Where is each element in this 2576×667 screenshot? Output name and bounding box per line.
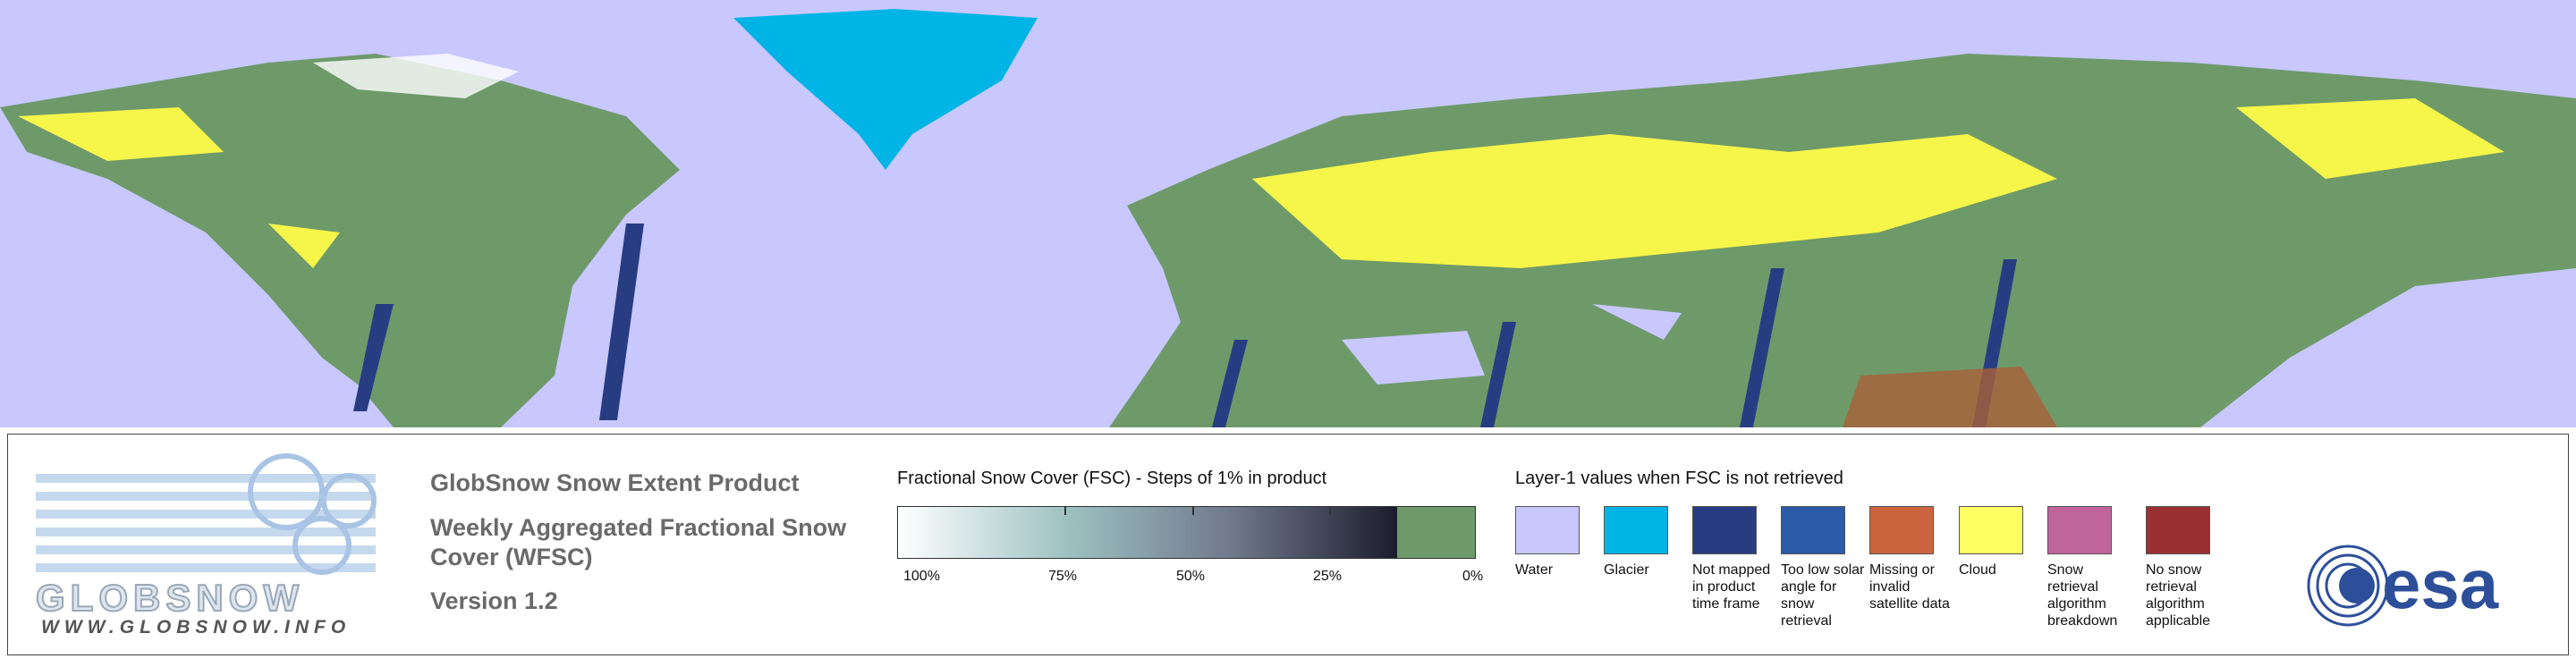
swatch — [1869, 506, 1934, 554]
arctic-snow — [313, 54, 519, 98]
esa-logo: esa — [2307, 545, 2499, 627]
snow-map — [0, 0, 2576, 427]
logo-url: WWW.GLOBSNOW.INFO — [41, 617, 352, 637]
product-subtitle: Weekly Aggregated Fractional Snow Cover … — [430, 514, 847, 570]
product-title: GlobSnow Snow Extent Product — [430, 469, 800, 496]
swatch — [1959, 506, 2023, 554]
legend-panel — [7, 434, 2569, 655]
layer1-title: Layer-1 values when FSC is not retrieved — [1515, 469, 1843, 488]
swatch-label: Not mapped in product time frame — [1692, 562, 1771, 612]
product-version: Version 1.2 — [430, 587, 558, 614]
swatch-label: No snow retrieval algorithm applicable — [2146, 562, 2211, 629]
fsc-label: 50% — [1176, 569, 1206, 584]
missing-data — [1843, 367, 2057, 427]
cloud-patches — [18, 98, 2504, 268]
swatch-label: Water — [1515, 562, 1554, 578]
swatch-label: Snow retrieval algorithm breakdown — [2047, 562, 2118, 629]
fsc-label: 100% — [903, 569, 940, 584]
swatch-label: Too low solar angle for snow retrieval — [1781, 562, 1865, 629]
swatch — [2047, 506, 2112, 554]
swatch — [2146, 506, 2210, 554]
fsc-label: 75% — [1048, 569, 1078, 584]
fsc-colorbar — [897, 506, 1476, 559]
swatch — [1781, 506, 1845, 554]
swatch-label: Missing or invalid satellite data — [1869, 562, 1950, 612]
inland-water — [1342, 304, 1682, 384]
globsnow-logo — [36, 453, 377, 575]
fsc-tick — [1064, 506, 1066, 515]
swatch-label: Cloud — [1959, 562, 1996, 578]
eurasia — [1109, 54, 2576, 427]
swatch — [1604, 506, 1668, 554]
fsc-label: 25% — [1313, 569, 1343, 584]
greenland — [733, 9, 1038, 170]
swatch — [1515, 506, 1580, 554]
swatch-label: Glacier — [1604, 562, 1649, 578]
fsc-tick — [1329, 506, 1331, 515]
cloud-eurasia — [1252, 134, 2057, 268]
fsc-label: 0% — [1462, 569, 1484, 584]
swatch — [1692, 506, 1757, 554]
esa-wordmark: esa — [2382, 545, 2499, 623]
fsc-tick — [1192, 506, 1194, 515]
logo-wordmark: GLOBSNOW — [35, 576, 304, 620]
fsc-title: Fractional Snow Cover (FSC) - Steps of 1… — [897, 469, 1327, 488]
